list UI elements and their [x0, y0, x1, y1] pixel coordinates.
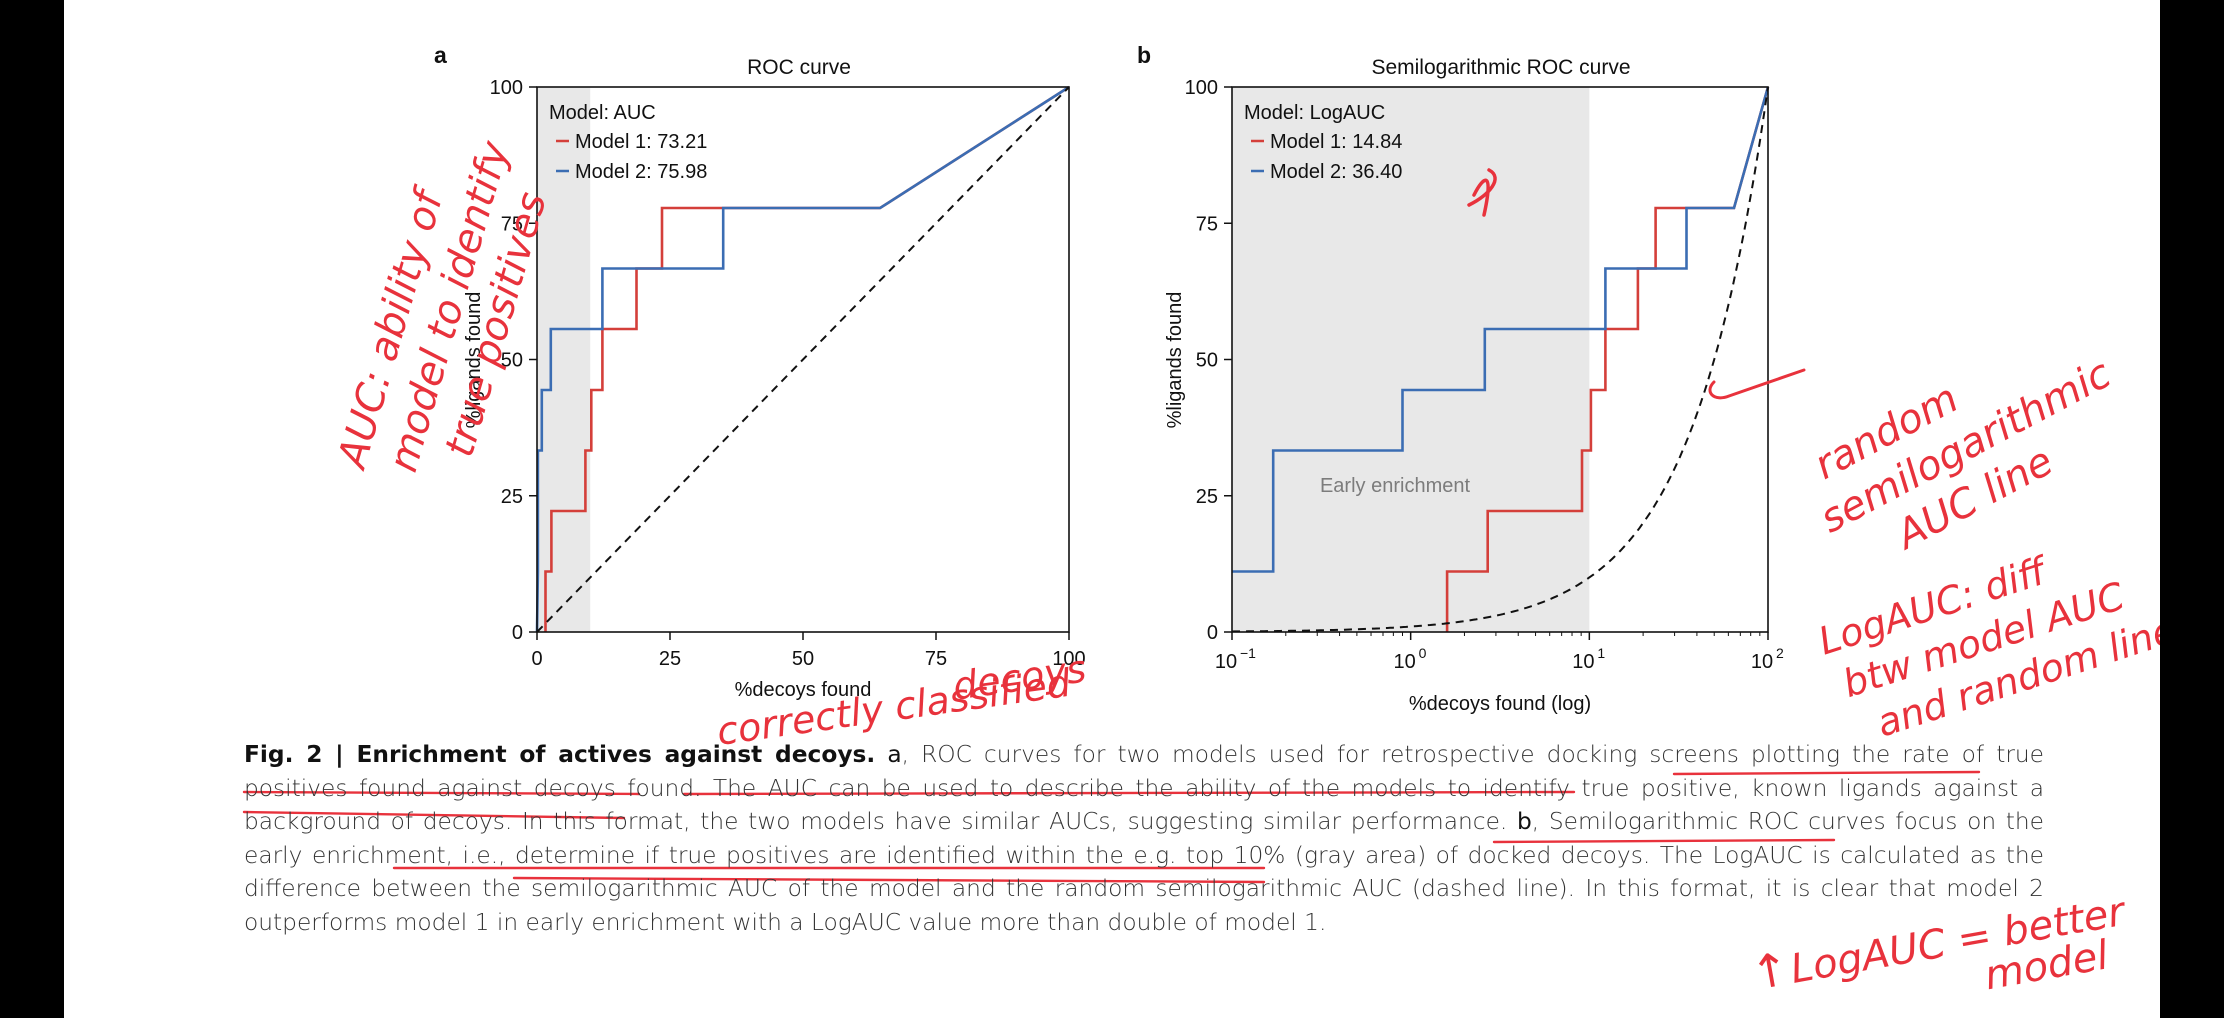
- panel-a-letter: a: [434, 42, 447, 68]
- x-tick-label: 10: [1572, 651, 1594, 673]
- handwritten-note-auc: AUC: ability of model to identify true p…: [329, 135, 556, 477]
- y-tick-label: 100: [1185, 77, 1218, 99]
- y-tick-label: 100: [490, 77, 523, 99]
- y-tick-label: 0: [512, 622, 523, 644]
- panel-a-roc: a ROC curve 0 25 50 75 100 0 25 50 75 100 %ligand…: [434, 42, 1086, 701]
- y-tick-label: 75: [501, 213, 523, 235]
- early-enrichment-label: Early enrichment: [1320, 475, 1471, 497]
- panel-a-ylabel: %ligands found: [463, 292, 485, 429]
- panel-b-letter: b: [1137, 42, 1151, 68]
- panel-a-legend: Model: AUC Model 1: 73.21 Model 2: 75.98: [549, 102, 707, 183]
- panel-b-ylabel: %ligands found: [1164, 292, 1186, 429]
- panel-a-random-line: [536, 86, 1070, 633]
- x-tick-label: 10: [1751, 651, 1773, 673]
- figure-caption: Fig. 2 | Enrichment of actives against d…: [244, 738, 2044, 939]
- panel-b-model2-curve: [1232, 86, 1770, 573]
- panel-b-semilog-roc: b Semilogarithmic ROC curve Early enrich…: [1137, 42, 1784, 715]
- legend-a-model1: Model 1: 73.21: [575, 131, 707, 153]
- y-tick-label: 50: [1196, 350, 1218, 372]
- panel-b-legend-title: Model: LogAUC: [1244, 102, 1385, 124]
- y-tick-label: 50: [501, 350, 523, 372]
- x-tick-label: 0: [531, 648, 542, 670]
- panel-b-xlabel: %decoys found (log): [1409, 693, 1591, 715]
- svg-text:↑: ↑: [1747, 941, 1794, 1001]
- x-tick-exponent: 0: [1419, 645, 1427, 661]
- legend-b-model2: Model 2: 36.40: [1270, 161, 1402, 183]
- panel-b-title: Semilogarithmic ROC curve: [1371, 56, 1630, 79]
- x-tick-label: 10: [1215, 651, 1237, 673]
- panel-a-model1-curve: [544, 85, 1070, 632]
- caption-label: Fig. 2 | Enrichment of actives against d…: [244, 741, 876, 768]
- x-tick-label: 50: [792, 648, 814, 670]
- x-tick-label: 75: [925, 648, 947, 670]
- y-tick-label: 0: [1207, 622, 1218, 644]
- y-tick-label: 25: [501, 486, 523, 508]
- x-tick-label: 25: [659, 648, 681, 670]
- caption-text-a: , ROC curves for two models used for ret…: [244, 741, 2045, 835]
- handwritten-arrow-random: [1708, 368, 1806, 400]
- panel-a-xlabel: %decoys found: [735, 679, 872, 701]
- panel-a-title: ROC curve: [747, 56, 851, 79]
- legend-b-model1: Model 1: 14.84: [1270, 131, 1402, 153]
- early-enrichment-shade: [537, 87, 591, 632]
- early-enrichment-shade: [1232, 87, 1590, 632]
- handwritten-underlines: [242, 770, 1981, 884]
- panel-b-model1-curve: [1445, 86, 1770, 632]
- panel-a-legend-title: Model: AUC: [549, 102, 656, 124]
- x-tick-label: 10: [1394, 651, 1416, 673]
- handwritten-note-random: random semilogarithmic AUC line: [1807, 351, 2118, 560]
- legend-a-model2: Model 2: 75.98: [575, 161, 707, 183]
- x-tick-exponent: 1: [1597, 645, 1605, 661]
- panel-b-legend: Model: LogAUC Model 1: 14.84 Model 2: 36…: [1244, 102, 1402, 183]
- handwritten-note-logauc: LogAUC: diff btw model AUC and random li…: [1813, 548, 2160, 746]
- x-tick-exponent: −1: [1240, 645, 1256, 661]
- handwritten-star-mark: [1467, 168, 1497, 217]
- caption-text-b: , Semilogarithmic ROC curves focus on th…: [244, 808, 2044, 936]
- x-tick-label: 100: [1052, 648, 1085, 670]
- y-tick-label: 75: [1196, 213, 1218, 235]
- paper-page: a ROC curve 0 25 50 75 100 0 25 50 75 100 %ligand…: [64, 0, 2160, 1018]
- caption-a-letter: a: [887, 741, 902, 768]
- caption-b-letter: b: [1517, 808, 1532, 835]
- y-tick-label: 25: [1196, 486, 1218, 508]
- panel-b-random-line: [1231, 86, 1769, 633]
- panel-a-model2-curve: [535, 85, 1070, 633]
- x-tick-exponent: 2: [1776, 645, 1784, 661]
